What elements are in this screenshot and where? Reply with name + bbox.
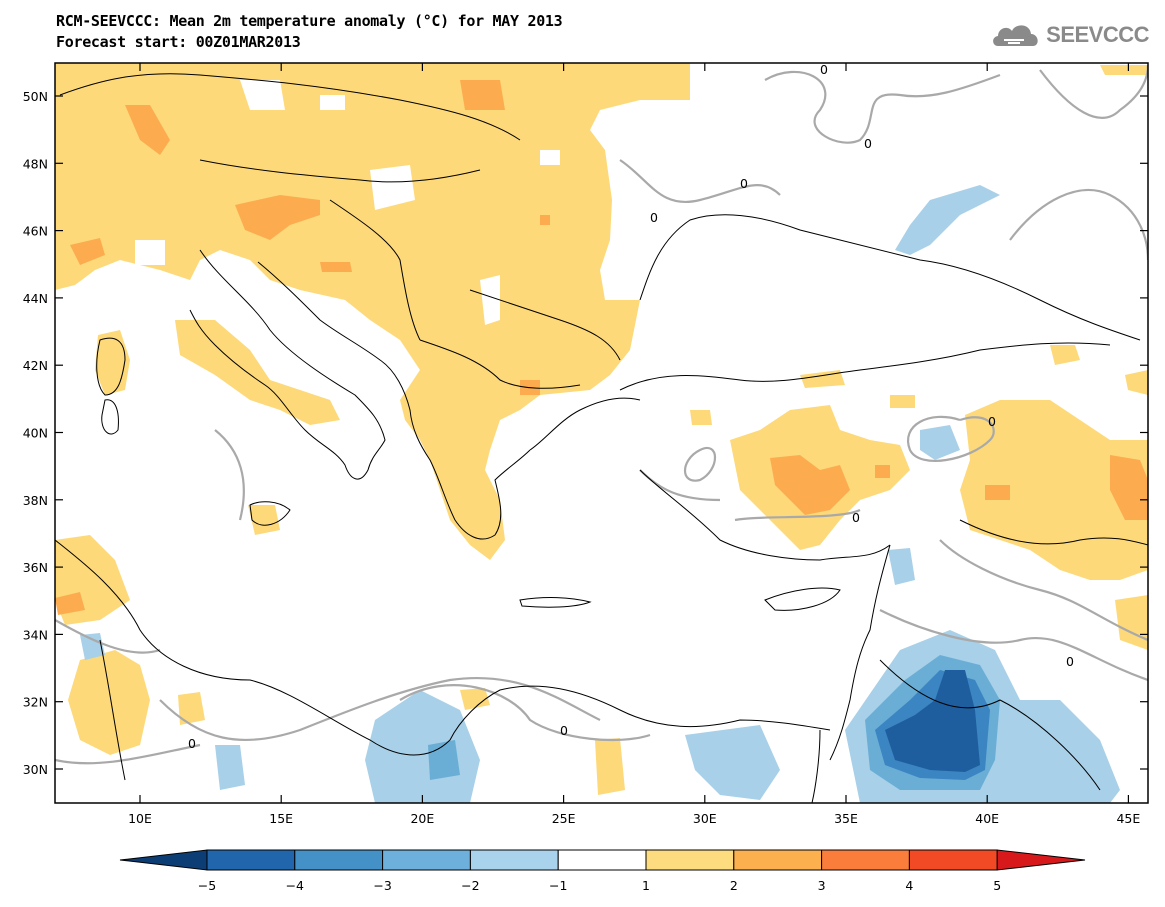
aegean-coast-warm bbox=[690, 410, 712, 425]
map-title: RCM-SEEVCCC: Mean 2m temperature anomaly… bbox=[56, 12, 563, 30]
libya-small-warm-1 bbox=[178, 692, 205, 725]
forecast-start-subtitle: Forecast start: 00Z01MAR2013 bbox=[56, 33, 301, 51]
longitude-axis: 10E 15E 20E 25E 30E 35E 40E 45E bbox=[128, 63, 1140, 826]
neutral-holes bbox=[135, 80, 1145, 520]
cold-anomaly-areas bbox=[80, 185, 1120, 803]
colorbar-label: 4 bbox=[905, 878, 913, 893]
latitude-label: 40N bbox=[23, 426, 48, 441]
colorbar-segment bbox=[821, 849, 910, 871]
longitude-label: 20E bbox=[410, 811, 434, 826]
colorbar-label: 2 bbox=[730, 878, 738, 893]
contour-label: 0 bbox=[852, 510, 860, 525]
contour-label: 0 bbox=[988, 414, 996, 429]
turkey-small-warm bbox=[890, 395, 915, 408]
contour-label: 0 bbox=[650, 210, 658, 225]
colorbar-label: −5 bbox=[198, 878, 216, 893]
contour-labels: 0 0 0 0 0 0 0 0 0 bbox=[188, 62, 1074, 751]
colorbar-label: 3 bbox=[818, 878, 826, 893]
black-sea-coast-warm bbox=[800, 370, 845, 388]
colorbar-label: −4 bbox=[286, 878, 304, 893]
coastlines-and-borders bbox=[55, 73, 1148, 803]
zero-contours bbox=[55, 64, 1148, 765]
central-europe-warm-region bbox=[55, 63, 690, 560]
colorbar-min-arrow bbox=[119, 849, 208, 871]
colorbar-label: −3 bbox=[373, 878, 391, 893]
latitude-label: 30N bbox=[23, 762, 48, 777]
latitude-label: 48N bbox=[23, 156, 48, 171]
latitude-label: 42N bbox=[23, 358, 48, 373]
georgia-warm bbox=[1050, 345, 1080, 365]
latitude-label: 38N bbox=[23, 493, 48, 508]
longitude-label: 30E bbox=[693, 811, 717, 826]
colorbar-segment bbox=[557, 849, 647, 871]
longitude-label: 40E bbox=[975, 811, 999, 826]
contour-label: 0 bbox=[820, 62, 828, 77]
colorbar-segment bbox=[294, 849, 384, 871]
strong-warm-anomaly-areas bbox=[55, 80, 1148, 615]
cloud-icon bbox=[993, 25, 1038, 46]
colorbar-segment bbox=[645, 849, 735, 871]
colorbar: −5 −4 −3 −2 −1 1 2 3 4 5 bbox=[119, 849, 1086, 893]
latitude-label: 50N bbox=[23, 89, 48, 104]
colorbar-max-arrow bbox=[996, 849, 1086, 871]
longitude-label: 25E bbox=[552, 811, 576, 826]
latitude-label: 32N bbox=[23, 695, 48, 710]
east-turkey-warm-region bbox=[960, 400, 1148, 580]
caspian-warm bbox=[1125, 370, 1148, 395]
contour-label: 0 bbox=[188, 736, 196, 751]
colorbar-label: 5 bbox=[993, 878, 1001, 893]
longitude-label: 10E bbox=[128, 811, 152, 826]
seevccc-logo: SEEVCCC bbox=[990, 20, 1149, 50]
egypt-warm-region bbox=[595, 738, 625, 795]
latitude-axis: 50N 48N 46N 44N 42N 40N 38N 36N 34N 32N 30N bbox=[23, 89, 1148, 777]
caucasus-warm bbox=[1100, 65, 1148, 75]
colorbar-label: −2 bbox=[461, 878, 479, 893]
longitude-label: 45E bbox=[1116, 811, 1140, 826]
longitude-label: 35E bbox=[834, 811, 858, 826]
latitude-label: 36N bbox=[23, 560, 48, 575]
contour-label: 0 bbox=[1066, 654, 1074, 669]
colorbar-label: −1 bbox=[549, 878, 567, 893]
contour-label: 0 bbox=[740, 176, 748, 191]
sicily-warm-region bbox=[248, 505, 280, 535]
colorbar-segment bbox=[206, 849, 296, 871]
contour-label: 0 bbox=[864, 136, 872, 151]
latitude-label: 34N bbox=[23, 627, 48, 642]
colorbar-segment bbox=[908, 849, 998, 871]
longitude-label: 15E bbox=[269, 811, 293, 826]
colorbar-segment bbox=[469, 849, 559, 871]
libya-small-warm-2 bbox=[460, 688, 490, 710]
colorbar-label: 1 bbox=[642, 878, 650, 893]
logo-text: SEEVCCC bbox=[1046, 22, 1149, 47]
colorbar-segment bbox=[382, 849, 471, 871]
libya-warm-region bbox=[68, 650, 150, 755]
latitude-label: 46N bbox=[23, 224, 48, 239]
contour-label: 0 bbox=[560, 723, 568, 738]
latitude-label: 44N bbox=[23, 291, 48, 306]
colorbar-segment bbox=[733, 849, 823, 871]
